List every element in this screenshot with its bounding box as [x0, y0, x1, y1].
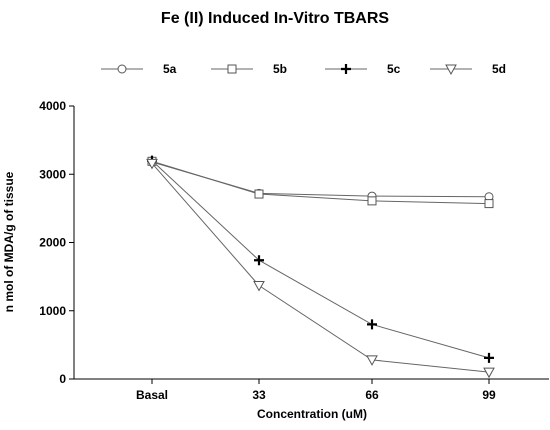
- legend-item-5c: 5c: [325, 62, 401, 76]
- series-line-5b: [151, 160, 490, 205]
- legend-marker: [227, 64, 237, 74]
- data-point-5c: [254, 255, 264, 266]
- series-5b: [147, 156, 494, 209]
- x-tick-label: Basal: [136, 388, 168, 402]
- data-point-5d: [253, 280, 265, 292]
- y-tick-label: 0: [59, 372, 66, 386]
- legend-marker: [341, 64, 351, 74]
- data-point-5b: [484, 199, 494, 209]
- y-tick-label: 1000: [39, 304, 66, 318]
- data-point-5b: [254, 189, 264, 199]
- series-5d: [146, 158, 495, 379]
- legend-label: 5a: [163, 62, 177, 76]
- axes: 0 1000 2000 3000 4000 Basal 33 66 99: [39, 99, 549, 402]
- data-point-5b: [367, 196, 377, 206]
- series-5c: [147, 155, 494, 363]
- y-axis-label: n mol of MDA/g of tissue: [2, 171, 16, 312]
- x-tick-label: 99: [482, 388, 496, 402]
- legend: 5a 5b 5c 5d: [101, 62, 506, 76]
- legend-item-5b: 5b: [211, 62, 287, 76]
- legend-label: 5c: [387, 62, 401, 76]
- data-point-5d: [366, 355, 378, 366]
- legend-marker: [117, 64, 127, 74]
- legend-marker: [445, 64, 457, 76]
- x-tick-label: 66: [365, 388, 379, 402]
- legend-item-5d: 5d: [430, 62, 506, 76]
- legend-item-5a: 5a: [101, 62, 177, 76]
- series-5a: [147, 157, 494, 202]
- data-point-5c: [484, 352, 494, 363]
- data-point-5c: [367, 319, 377, 330]
- y-tick-label: 2000: [39, 236, 66, 250]
- series-layer: [146, 155, 495, 379]
- chart-title: Fe (II) Induced In-Vitro TBARS: [161, 10, 389, 27]
- y-tick-label: 3000: [39, 167, 66, 181]
- legend-label: 5d: [492, 62, 506, 76]
- y-tick-label: 4000: [39, 99, 66, 113]
- legend-label: 5b: [273, 62, 287, 76]
- data-point-5d: [483, 367, 495, 379]
- x-tick-label: 33: [252, 388, 266, 402]
- series-line-5c: [151, 160, 490, 359]
- series-line-5a: [151, 161, 490, 198]
- series-line-5d: [151, 163, 490, 373]
- data-point-5d: [146, 158, 158, 170]
- x-axis-label: Concentration (uM): [257, 407, 367, 421]
